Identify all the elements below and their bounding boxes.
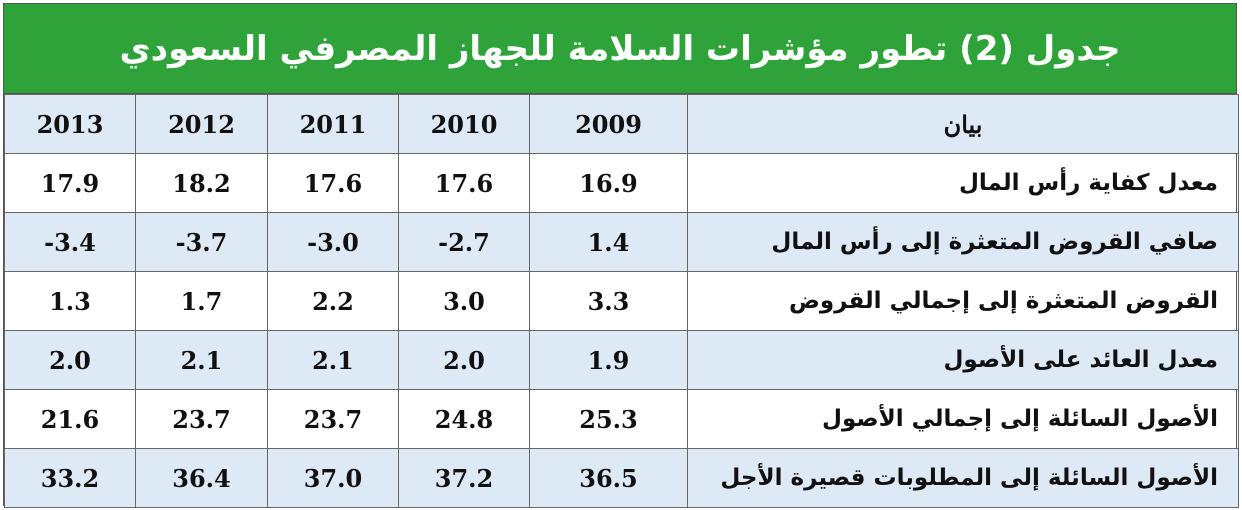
table-row: الأصول السائلة إلى إجمالي الأصول 25.3 24.8… bbox=[4, 389, 1239, 449]
cell: 1.3 bbox=[4, 271, 136, 331]
cell: -3.7 bbox=[135, 212, 268, 272]
cell: 2009 bbox=[529, 94, 688, 154]
cell: -2.7 bbox=[398, 212, 530, 272]
cell: 36.4 bbox=[135, 448, 268, 508]
cell: 2.0 bbox=[398, 330, 530, 390]
row-label: معدل العائد على الأصول bbox=[687, 330, 1239, 390]
cell: 2013 bbox=[4, 94, 136, 154]
row-label: القروض المتعثرة إلى إجمالي القروض bbox=[687, 271, 1239, 331]
cell: 17.9 bbox=[4, 153, 136, 213]
cell: 1.9 bbox=[529, 330, 688, 390]
cell: 2011 bbox=[267, 94, 399, 154]
table-row: القروض المتعثرة إلى إجمالي القروض 3.3 3.0 2… bbox=[4, 271, 1239, 331]
cell: 37.0 bbox=[267, 448, 399, 508]
row-label: الأصول السائلة إلى المطلوبات قصيرة الأجل bbox=[687, 448, 1239, 508]
cell: 3.0 bbox=[398, 271, 530, 331]
cell: 23.7 bbox=[135, 389, 268, 449]
cell: 25.3 bbox=[529, 389, 688, 449]
cell: -3.4 bbox=[4, 212, 136, 272]
cell: 16.9 bbox=[529, 153, 688, 213]
row-label: بيان bbox=[687, 94, 1239, 154]
cell: 23.7 bbox=[267, 389, 399, 449]
cell: 2012 bbox=[135, 94, 268, 154]
cell: 1.7 bbox=[135, 271, 268, 331]
cell: 18.2 bbox=[135, 153, 268, 213]
table-row: الأصول السائلة إلى المطلوبات قصيرة الأجل… bbox=[4, 448, 1239, 508]
cell: 2010 bbox=[398, 94, 530, 154]
row-label: الأصول السائلة إلى إجمالي الأصول bbox=[687, 389, 1239, 449]
cell: 2.0 bbox=[4, 330, 136, 390]
table-row: بيان 2009 2010 2011 2012 2013 bbox=[4, 94, 1239, 154]
cell: 17.6 bbox=[398, 153, 530, 213]
table-row: معدل العائد على الأصول 1.9 2.0 2.1 2.1 2.0 bbox=[4, 330, 1239, 390]
table-title: جدول (2) تطور مؤشرات السلامة للجهاز المص… bbox=[4, 4, 1236, 94]
cell: 2.1 bbox=[267, 330, 399, 390]
table-row: صافي القروض المتعثرة إلى رأس المال 1.4 -2.… bbox=[4, 212, 1239, 272]
row-label: صافي القروض المتعثرة إلى رأس المال bbox=[687, 212, 1239, 272]
cell: 2.1 bbox=[135, 330, 268, 390]
cell: 24.8 bbox=[398, 389, 530, 449]
cell: 2.2 bbox=[267, 271, 399, 331]
cell: 1.4 bbox=[529, 212, 688, 272]
cell: 21.6 bbox=[4, 389, 136, 449]
table-card: جدول (2) تطور مؤشرات السلامة للجهاز المص… bbox=[3, 3, 1239, 508]
cell: 3.3 bbox=[529, 271, 688, 331]
data-table: بيان 2009 2010 2011 2012 2013 معدل كفاية رأس ا… bbox=[4, 94, 1239, 508]
table-row: معدل كفاية رأس المال 16.9 17.6 17.6 18.2 17.9 bbox=[4, 153, 1239, 213]
cell: 37.2 bbox=[398, 448, 530, 508]
cell: 33.2 bbox=[4, 448, 136, 508]
row-label: معدل كفاية رأس المال bbox=[687, 153, 1239, 213]
cell: 36.5 bbox=[529, 448, 688, 508]
cell: 17.6 bbox=[267, 153, 399, 213]
cell: -3.0 bbox=[267, 212, 399, 272]
